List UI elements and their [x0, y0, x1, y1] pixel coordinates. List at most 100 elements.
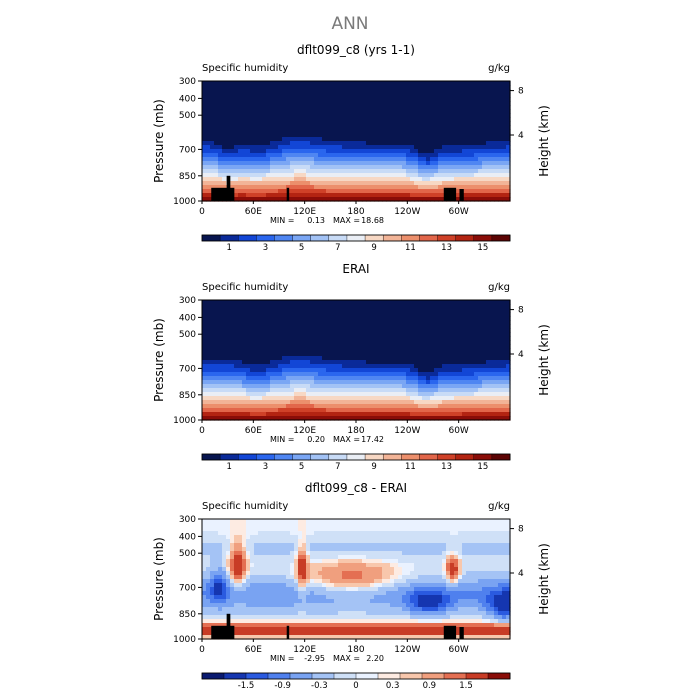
heatmap-cell — [338, 388, 343, 393]
heatmap-cell — [454, 137, 459, 142]
heatmap-cell — [378, 181, 383, 186]
heatmap-cell — [498, 380, 503, 385]
heatmap-cell — [342, 197, 347, 202]
heatmap-cell — [366, 312, 371, 317]
heatmap-cell — [214, 348, 219, 353]
heatmap-cell — [430, 320, 435, 325]
heatmap-cell — [346, 121, 351, 126]
heatmap-cell — [298, 133, 303, 138]
heatmap-cell — [410, 332, 415, 337]
heatmap-cell — [218, 97, 223, 102]
heatmap-cell — [414, 97, 419, 102]
heatmap-cell — [362, 348, 367, 353]
heatmap-cell — [258, 336, 263, 341]
heatmap-cell — [370, 412, 375, 417]
heatmap-cell — [454, 332, 459, 337]
heatmap-cell — [222, 519, 227, 524]
heatmap-cell — [354, 408, 359, 413]
heatmap-cell — [318, 364, 323, 369]
heatmap-cell — [206, 153, 211, 158]
heatmap-cell — [334, 137, 339, 142]
heatmap-cell — [326, 145, 331, 150]
heatmap-cell — [226, 583, 231, 588]
heatmap-cell — [318, 356, 323, 361]
heatmap-cell — [298, 400, 303, 405]
heatmap-cell — [306, 149, 311, 154]
heatmap-cell — [222, 348, 227, 353]
heatmap-cell — [278, 173, 283, 178]
heatmap-cell — [262, 408, 267, 413]
heatmap-cell — [226, 384, 231, 389]
heatmap-cell — [306, 336, 311, 341]
heatmap-cell — [486, 93, 491, 98]
heatmap-cell — [470, 173, 475, 178]
heatmap-cell — [206, 316, 211, 321]
heatmap-cell — [230, 412, 235, 417]
heatmap-cell — [250, 149, 255, 154]
heatmap-cell — [270, 133, 275, 138]
heatmap-cell — [234, 121, 239, 126]
heatmap-cell — [438, 117, 443, 122]
heatmap-cell — [226, 101, 231, 106]
heatmap-cell — [314, 388, 319, 393]
heatmap-cell — [222, 583, 227, 588]
heatmap-cell — [430, 85, 435, 90]
heatmap-cell — [466, 129, 471, 134]
heatmap-cell — [266, 364, 271, 369]
heatmap-cell — [354, 117, 359, 122]
heatmap-cell — [270, 384, 275, 389]
heatmap-cell — [362, 129, 367, 134]
heatmap-cell — [486, 380, 491, 385]
heatmap-cell — [386, 344, 391, 349]
heatmap-cell — [494, 376, 499, 381]
heatmap-cell — [438, 169, 443, 174]
heatmap-cell — [346, 177, 351, 182]
heatmap-cell — [326, 324, 331, 329]
heatmap-cell — [202, 157, 207, 162]
heatmap-cell — [258, 85, 263, 90]
heatmap-cell — [410, 141, 415, 146]
heatmap-cell — [370, 161, 375, 166]
colorbar-swatch — [310, 453, 330, 461]
heatmap-cell — [506, 181, 511, 186]
heatmap-cell — [410, 316, 415, 321]
heatmap-cell — [438, 85, 443, 90]
heatmap-cell — [298, 416, 303, 421]
heatmap-cell — [410, 129, 415, 134]
heatmap-cell — [314, 177, 319, 182]
colorbar-swatch — [401, 453, 420, 461]
heatmap-cell — [262, 101, 267, 106]
heatmap-cell — [466, 105, 471, 110]
heatmap-cell — [466, 109, 471, 114]
heatmap-cell — [290, 328, 295, 333]
heatmap-cell — [278, 332, 283, 337]
heatmap-cell — [470, 396, 475, 401]
main-title: ANN — [331, 14, 368, 34]
heatmap-cell — [374, 324, 379, 329]
heatmap-cell — [490, 89, 495, 94]
heatmap-cell — [394, 372, 399, 377]
heatmap-cell — [210, 416, 215, 421]
heatmap-cell — [338, 161, 343, 166]
heatmap-cell — [346, 81, 351, 86]
heatmap-cell — [506, 372, 511, 377]
heatmap-cell — [282, 416, 287, 421]
heatmap-cell — [506, 340, 511, 345]
heatmap-cell — [346, 93, 351, 98]
heatmap-cell — [342, 145, 347, 150]
heatmap-cell — [398, 316, 403, 321]
heatmap-cell — [206, 328, 211, 333]
heatmap-cell — [358, 328, 363, 333]
heatmap-cell — [442, 177, 447, 182]
heatmap-cell — [390, 97, 395, 102]
heatmap-cell — [414, 372, 419, 377]
heatmap-cell — [254, 85, 259, 90]
heatmap-cell — [390, 372, 395, 377]
heatmap-cell — [318, 300, 323, 305]
heatmap-cell — [450, 129, 455, 134]
heatmap-cell — [354, 141, 359, 146]
heatmap-cell — [394, 125, 399, 130]
heatmap-cell — [270, 137, 275, 142]
heatmap-cell — [438, 316, 443, 321]
heatmap-cell — [370, 169, 375, 174]
